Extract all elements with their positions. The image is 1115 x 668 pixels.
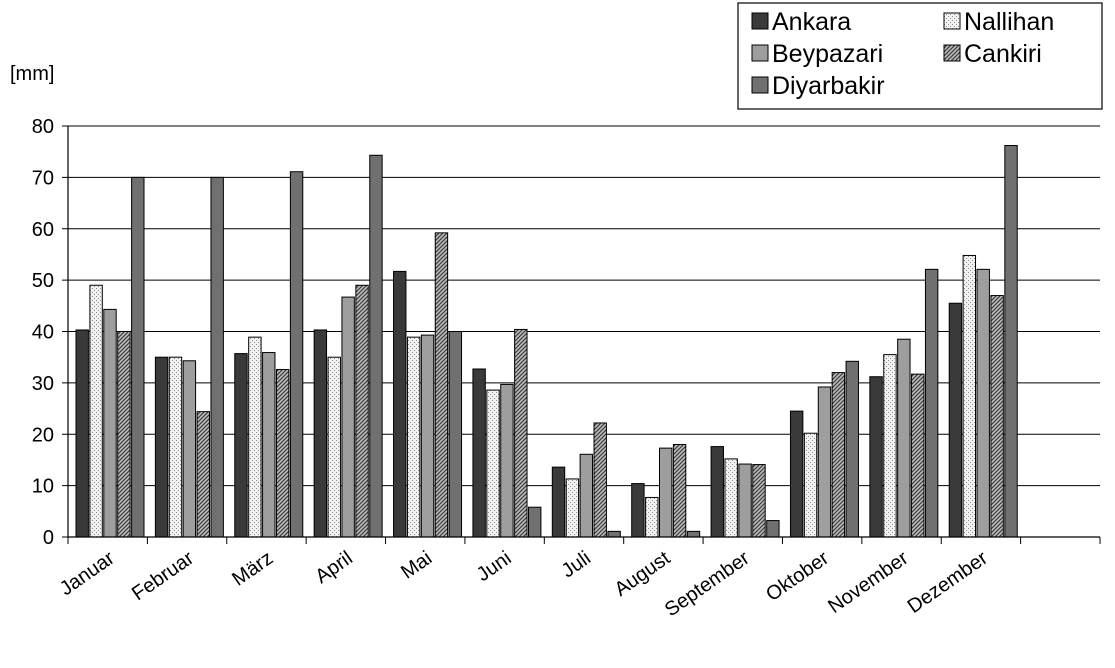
bar-ankara-juni [472,368,486,538]
bar-ankara-oktober [789,410,804,538]
y-tick-label-70: 70 [32,167,54,189]
bar-cankiri-oktober [831,372,846,538]
y-tick-label-60: 60 [32,219,54,241]
legend: Ankara Nallihan Beypazari Cankiri Diyarbakir [737,2,1103,110]
legend-swatch-nallihan [943,12,961,30]
x-tick-label-juni: Juni [473,547,516,586]
y-tick-label-10: 10 [32,476,54,498]
bar-diyarbakir-oktober [845,360,859,538]
bar-beypazari-august [658,447,673,538]
bar-ankara-marz [234,353,248,538]
x-tick-label-januar: Januar [56,547,119,600]
y-axis-unit-label: [mm] [10,63,54,85]
x-tick-label-september: September [661,547,754,621]
bar-beypazari-november [897,338,911,538]
bar-beypazari-mai [420,334,435,538]
y-tick-label-20: 20 [32,424,54,446]
bar-diyarbakir-marz [289,171,304,538]
bar-cankiri-november [911,373,925,538]
bar-diyarbakir-august [686,530,701,538]
y-tick-label-30: 30 [32,373,54,395]
bar-beypazari-oktober [817,386,832,538]
bar-diyarbakir-februar [210,176,224,538]
x-tick-label-november: November [824,547,912,618]
x-tick-label-oktober: Oktober [762,547,833,606]
bar-cankiri-juni [514,328,528,538]
bar-cankiri-februar [196,411,210,538]
bar-ankara-september [710,446,724,538]
x-tick-label-august: August [611,547,675,601]
bar-beypazari-dezember [976,268,990,538]
bar-nallihan-september [724,458,738,538]
bar-nallihan-mai [406,336,421,538]
bar-nallihan-marz [248,336,262,538]
y-tick-label-50: 50 [32,270,54,292]
bar-nallihan-august [645,496,659,538]
bar-cankiri-august [672,444,687,538]
bar-ankara-april [313,329,328,538]
axes [62,125,1101,544]
bar-nallihan-februar [168,356,183,538]
bar-diyarbakir-november [924,268,939,538]
x-tick-label-mai: Mai [397,547,436,584]
legend-label-cankiri: Cankiri [964,40,1042,68]
bar-diyarbakir-mai [448,331,463,538]
bar-ankara-dezember [948,302,963,538]
y-tick-label-40: 40 [32,322,54,344]
bar-diyarbakir-juli [607,530,621,538]
bar-cankiri-september [752,464,766,538]
bar-cankiri-januar [117,331,131,538]
bar-diyarbakir-januar [131,176,145,538]
bar-diyarbakir-april [369,154,383,538]
x-tick-labels: Januar Februar März April Mai Juni Juli AugustS… [56,547,992,621]
x-tick-label-dezember: Dezember [904,547,992,618]
legend-swatch-ankara [751,12,769,30]
bar-ankara-august [631,483,645,538]
x-tick-label-marz: März [228,547,277,591]
bar-cankiri-juli [593,422,607,538]
bar-nallihan-juni [486,389,500,538]
bar-ankara-mai [393,270,407,538]
bar-cankiri-mai [434,232,449,538]
bar-diyarbakir-juni [528,506,542,538]
bar-beypazari-april [341,296,355,538]
bar-nallihan-april [327,356,341,538]
bar-beypazari-september [738,463,752,538]
bar-beypazari-februar [182,360,197,538]
bar-beypazari-januar [103,308,117,538]
bar-nallihan-november [883,354,897,538]
legend-label-diyarbakir: Diyarbakir [772,72,885,100]
bar-nallihan-januar [89,284,103,538]
y-tick-label-80: 80 [32,116,54,138]
y-tick-labels: 0 10 20 30 40 50 60 70 80 [32,116,54,549]
x-tick-label-februar: Februar [128,547,198,605]
legend-swatch-beypazari [751,44,769,62]
legend-label-nallihan: Nallihan [964,8,1054,36]
bar-ankara-november [869,376,883,538]
legend-swatch-diyarbakir [751,76,769,94]
bar-ankara-februar [154,356,169,538]
bar-nallihan-oktober [803,432,818,538]
bar-cankiri-april [355,284,369,538]
legend-label-ankara: Ankara [772,8,851,36]
bar-ankara-juli [551,466,566,538]
x-tick-label-april: April [311,547,356,588]
bar-nallihan-dezember [962,254,977,538]
x-tick-label-juli: Juli [558,547,595,582]
legend-swatch-cankiri [943,44,961,62]
bar-cankiri-marz [275,369,290,538]
bar-cankiri-dezember [990,295,1004,538]
legend-box [737,2,1103,110]
bar-beypazari-juni [500,383,514,538]
bar-nallihan-juli [565,478,580,538]
bar-diyarbakir-september [766,520,780,538]
bar-beypazari-marz [262,352,276,538]
bars [75,145,1018,538]
bar-beypazari-juli [579,453,594,538]
legend-label-beypazari: Beypazari [772,40,883,68]
bar-diyarbakir-dezember [1004,145,1018,538]
y-tick-label-0: 0 [43,527,54,549]
bar-ankara-januar [75,329,89,538]
